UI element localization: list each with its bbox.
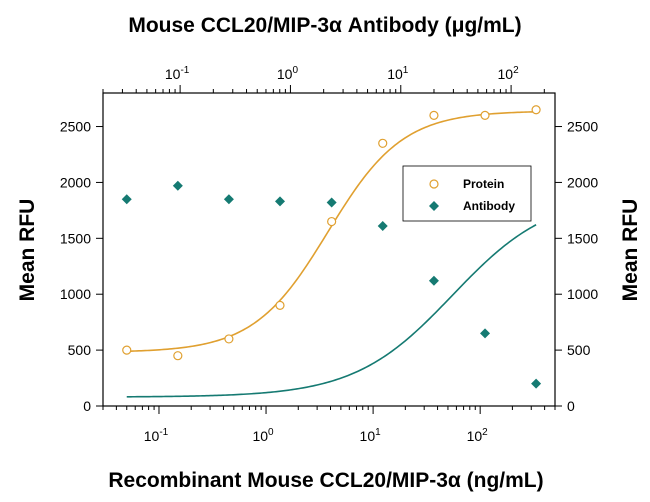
data-point-protein xyxy=(480,110,490,120)
x-tick-label-bottom: 101 xyxy=(360,427,382,444)
data-point-antibody xyxy=(326,197,337,208)
data-point-protein xyxy=(327,216,337,227)
fit-curves xyxy=(126,110,537,398)
x-tick-label-bottom: 102 xyxy=(467,427,489,444)
data-point-protein xyxy=(531,105,541,115)
fit-curve-antibody xyxy=(126,224,537,398)
y-tick-label-right: 500 xyxy=(567,342,591,358)
x-tick-label-top-base: 10 xyxy=(387,66,403,82)
x-tick-label-top-exponent: 1 xyxy=(403,65,409,76)
x-tick-label-top: 101 xyxy=(387,65,409,82)
data-point-antibody xyxy=(274,196,285,207)
x-tick-label-bottom-exponent: 2 xyxy=(482,427,488,438)
y-tick-label-right: 2000 xyxy=(567,174,598,190)
data-point-protein xyxy=(173,351,183,361)
y-tick-label-left: 1500 xyxy=(60,230,91,246)
x-tick-label-bottom-base: 10 xyxy=(252,428,268,444)
x-tick-label-bottom-exponent: 1 xyxy=(375,427,381,438)
x-tick-label-bottom: 10-1 xyxy=(144,427,169,444)
legend-protein-label: Protein xyxy=(463,177,504,191)
x-tick-label-bottom-base: 10 xyxy=(144,428,160,444)
legend: Protein Antibody xyxy=(402,165,532,222)
data-point-antibody xyxy=(172,180,183,191)
y-axis-label-left: Mean RFU xyxy=(16,199,39,302)
y-tick-label-right: 1000 xyxy=(567,286,598,302)
x-tick-label-top-base: 10 xyxy=(498,66,514,82)
y-axis-label-right: Mean RFU xyxy=(619,199,642,302)
x-tick-label-top-base: 10 xyxy=(165,66,181,82)
y-tick-label-left: 0 xyxy=(83,398,91,414)
x-tick-label-top: 10-1 xyxy=(165,65,190,82)
y-tick-label-left: 1000 xyxy=(60,286,91,302)
x-tick-label-top: 100 xyxy=(277,65,299,82)
y-tick-label-left: 500 xyxy=(68,342,92,358)
x-tick-label-bottom-exponent: -1 xyxy=(159,427,168,438)
data-point-antibody xyxy=(531,378,542,389)
x-axis-label: Recombinant Mouse CCL20/MIP-3α (ng/mL) xyxy=(108,469,543,492)
top-axis-title: Mouse CCL20/MIP-3α Antibody (μg/mL) xyxy=(128,14,521,37)
y-tick-label-right: 0 xyxy=(567,398,575,414)
x-tick-label-bottom-base: 10 xyxy=(360,428,376,444)
data-points xyxy=(121,105,542,389)
data-point-protein xyxy=(224,334,234,344)
x-tick-label-top-base: 10 xyxy=(277,66,293,82)
y-tick-label-left: 2000 xyxy=(60,174,91,190)
data-point-antibody xyxy=(377,221,388,232)
x-tick-label-top: 102 xyxy=(498,65,520,82)
x-tick-label-bottom-base: 10 xyxy=(467,428,483,444)
x-tick-label-bottom: 100 xyxy=(252,427,274,444)
y-tick-label-right: 1500 xyxy=(567,230,598,246)
data-point-antibody xyxy=(428,275,439,286)
data-point-protein xyxy=(378,138,388,148)
data-point-protein xyxy=(275,300,285,310)
y-tick-label-right: 2500 xyxy=(567,119,598,135)
legend-antibody-label: Antibody xyxy=(463,199,515,213)
plot-frame xyxy=(102,92,556,407)
x-tick-label-top-exponent: 0 xyxy=(292,65,298,76)
data-point-antibody xyxy=(121,194,132,205)
data-point-antibody xyxy=(480,328,491,339)
legend-protein-marker xyxy=(429,179,439,189)
data-point-protein xyxy=(429,110,439,120)
legend-antibody-marker xyxy=(429,201,439,211)
x-tick-label-top-exponent: 2 xyxy=(513,65,519,76)
data-point-antibody xyxy=(223,194,234,205)
legend-box xyxy=(402,165,532,222)
y-tick-label-left: 2500 xyxy=(60,119,91,135)
data-point-protein xyxy=(122,345,132,355)
x-tick-label-bottom-exponent: 0 xyxy=(268,427,274,438)
x-tick-label-top-exponent: -1 xyxy=(180,65,189,76)
fit-curve-protein xyxy=(126,110,537,353)
